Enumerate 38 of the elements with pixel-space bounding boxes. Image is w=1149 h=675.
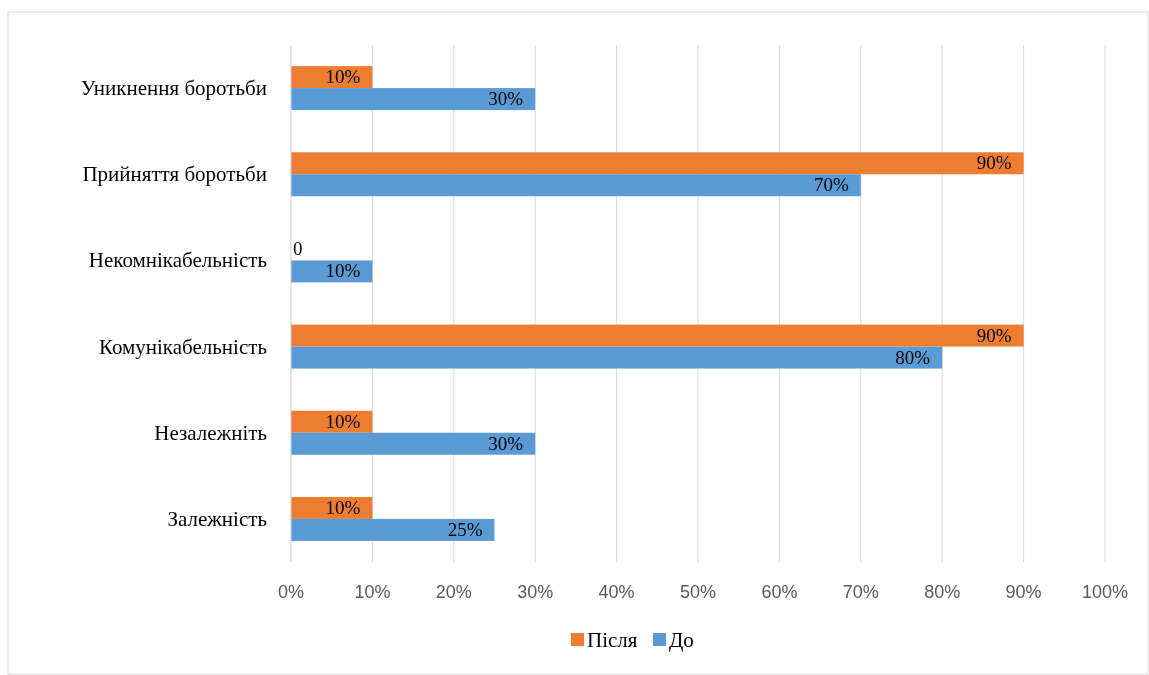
x-tick-label: 80% <box>924 582 961 602</box>
x-tick-label: 70% <box>842 582 879 602</box>
x-tick-label: 50% <box>679 582 717 602</box>
data-label: 10% <box>325 496 361 518</box>
y-tick-label: Залежність <box>167 506 267 531</box>
bar <box>291 324 1024 347</box>
x-tick-label: 20% <box>435 582 472 602</box>
x-tick-label: 90% <box>1005 582 1042 602</box>
bar <box>291 518 495 541</box>
bar <box>291 174 861 197</box>
data-label: 10% <box>325 260 361 282</box>
x-tick-label: 0% <box>277 582 305 602</box>
y-tick-label: Незалежніть <box>154 420 267 445</box>
data-label: 25% <box>447 518 483 540</box>
legend-label: Після <box>587 628 638 652</box>
data-label: 30% <box>488 88 524 110</box>
y-tick-label: Некомнікабельність <box>88 248 267 273</box>
bar <box>291 432 536 455</box>
data-label: 30% <box>488 432 524 454</box>
legend-label: До <box>669 628 694 652</box>
data-label: 90% <box>976 324 1012 346</box>
data-label: 70% <box>813 174 849 196</box>
x-tick-label: 40% <box>598 582 635 602</box>
data-label: 80% <box>895 346 931 368</box>
bar <box>291 346 943 369</box>
y-tick-label: Уникнення боротьби <box>80 76 267 101</box>
x-tick-label: 100% <box>1081 582 1129 602</box>
bar <box>291 152 1024 175</box>
x-tick-label: 30% <box>517 582 554 602</box>
data-label: 10% <box>325 410 361 432</box>
x-tick-label: 60% <box>761 582 798 602</box>
data-label: 0 <box>293 238 303 260</box>
data-label: 10% <box>325 66 361 88</box>
data-label: 90% <box>976 152 1012 174</box>
x-tick-label: 10% <box>354 582 391 602</box>
y-tick-label: Комунікабельність <box>98 334 267 359</box>
bar <box>291 88 536 111</box>
y-tick-label: Прийняття боротьби <box>82 162 267 187</box>
